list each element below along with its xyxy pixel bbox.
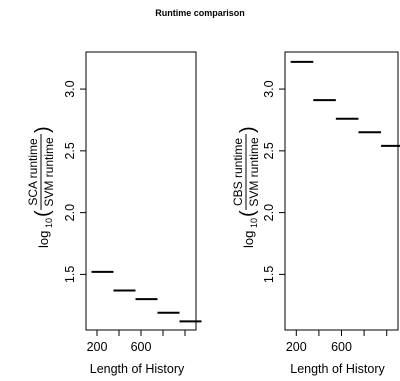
panel-2: 1.5 2.0 2.5 3.0 200 600 Length of History log 10… — [231, 51, 400, 376]
y-tick-label: 3.0 — [262, 80, 276, 97]
y-tick-label: 2.0 — [63, 204, 77, 221]
y-label-log: log — [241, 231, 256, 248]
y-label-subscript: 10 — [249, 218, 259, 228]
x-tick-label: 200 — [87, 340, 108, 354]
y-label-subscript: 10 — [44, 218, 54, 228]
y-tick-label: 2.0 — [262, 204, 276, 221]
y-tick-label: 1.5 — [262, 266, 276, 283]
y-label-open-paren: ( — [237, 210, 259, 217]
y-tick-label: 1.5 — [63, 266, 77, 283]
y-axis-label: log 10( CBS runtime SVM runtime) — [231, 126, 261, 248]
x-tick-label: 600 — [331, 340, 352, 354]
figure-title: Runtime comparison — [155, 8, 245, 18]
y-label-log: log — [36, 231, 51, 248]
y-label-denominator: SVM runtime — [42, 137, 56, 207]
y-label-numerator: SCA runtime — [26, 138, 40, 206]
plot-frame — [85, 51, 197, 331]
x-tick-label: 600 — [131, 340, 152, 354]
y-label-denominator: SVM runtime — [247, 137, 261, 207]
x-axis-label: Length of History — [90, 362, 185, 376]
y-label-open-paren: ( — [32, 210, 54, 217]
y-tick-label: 2.5 — [262, 142, 276, 159]
x-tick-label: 200 — [286, 340, 307, 354]
y-tick-label: 3.0 — [63, 80, 77, 97]
y-label-numerator: CBS runtime — [231, 138, 245, 206]
y-label-close-paren: ) — [32, 126, 54, 133]
y-tick-label: 2.5 — [63, 142, 77, 159]
panel-1: 1.5 2.0 2.5 3.0 200 600 Length of History log 10… — [26, 51, 202, 376]
y-label-close-paren: ) — [237, 126, 259, 133]
x-axis-label: Length of History — [290, 362, 385, 376]
plot-frame — [284, 51, 399, 331]
y-axis-label: log 10( SCA runtime SVM runtime) — [26, 126, 56, 248]
